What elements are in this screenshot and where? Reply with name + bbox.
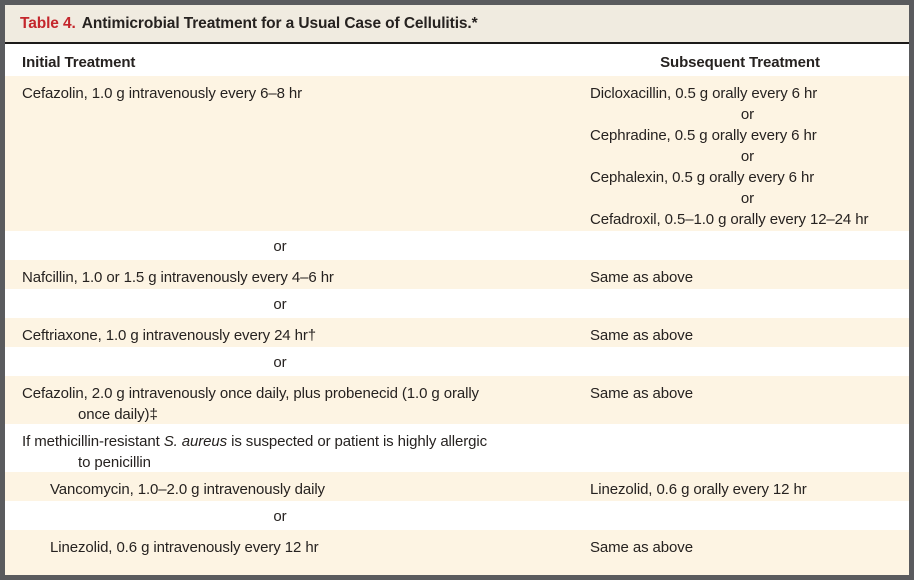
table-title-bar: Table 4. Antimicrobial Treatment for a U… <box>5 5 909 44</box>
treatment-row-linezolid: Linezolid, 0.6 g intravenously every 12 … <box>5 530 909 575</box>
section-heading-line2: to penicillin <box>78 454 151 471</box>
initial-treatment-cell: Ceftriaxone, 1.0 g intravenously every 2… <box>22 327 316 344</box>
subsequent-option: Cephalexin, 0.5 g orally every 6 hr <box>590 169 815 186</box>
or-separator-row: or <box>5 289 909 318</box>
section-heading-row-mrsa: If methicillin-resistant S. aureus is su… <box>5 424 909 472</box>
column-header-subsequent-treatment: Subsequent Treatment <box>660 54 820 71</box>
initial-treatment-cell: Cefazolin, 2.0 g intravenously once dail… <box>5 376 575 425</box>
subsequent-treatment-cell: Same as above <box>590 327 693 344</box>
initial-treatment-cell: Linezolid, 0.6 g intravenously every 12 … <box>50 539 319 556</box>
or-label: or <box>273 354 287 371</box>
subsequent-treatment-cell: Dicloxacillin, 0.5 g orally every 6 hr o… <box>575 76 909 230</box>
or-separator-row: or <box>5 501 909 530</box>
or-separator: or <box>740 190 755 207</box>
section-heading-line1: If methicillin-resistant S. aureus is su… <box>22 431 567 452</box>
or-separator: or <box>740 106 755 123</box>
subsequent-treatment-cell: Same as above <box>590 539 693 556</box>
table-title: Antimicrobial Treatment for a Usual Case… <box>81 14 478 32</box>
heading-species-name: S. aureus <box>163 433 228 450</box>
or-separator-row: or <box>5 231 909 260</box>
subsequent-option: Cephradine, 0.5 g orally every 6 hr <box>590 127 817 144</box>
initial-treatment-cell: Vancomycin, 1.0–2.0 g intravenously dail… <box>50 481 325 498</box>
or-label: or <box>273 238 287 255</box>
initial-treatment-line2: once daily)‡ <box>78 406 158 423</box>
initial-treatment-cell: Cefazolin, 1.0 g intravenously every 6–8… <box>22 85 303 102</box>
initial-treatment-line1: Cefazolin, 2.0 g intravenously once dail… <box>22 385 479 402</box>
subsequent-option: Dicloxacillin, 0.5 g orally every 6 hr <box>590 85 818 102</box>
treatment-row-cefazolin-probenecid: Cefazolin, 2.0 g intravenously once dail… <box>5 376 909 424</box>
empty-cell <box>575 424 909 473</box>
initial-treatment-cell: Nafcillin, 1.0 or 1.5 g intravenously ev… <box>22 269 334 286</box>
column-header-row: Initial Treatment Subsequent Treatment <box>5 44 909 76</box>
table-body: Initial Treatment Subsequent Treatment C… <box>5 44 909 575</box>
or-label: or <box>273 508 287 525</box>
treatment-row-ceftriaxone: Ceftriaxone, 1.0 g intravenously every 2… <box>5 318 909 347</box>
subsequent-treatment-cell: Linezolid, 0.6 g orally every 12 hr <box>590 481 807 498</box>
subsequent-option: Cefadroxil, 0.5–1.0 g orally every 12–24… <box>590 211 869 228</box>
heading-text-prefix: If methicillin-resistant <box>22 433 164 450</box>
heading-text-suffix: is suspected or patient is highly allerg… <box>227 433 488 450</box>
subsequent-treatment-cell: Same as above <box>590 385 693 402</box>
treatment-row-vancomycin: Vancomycin, 1.0–2.0 g intravenously dail… <box>5 472 909 501</box>
or-separator: or <box>740 148 755 165</box>
column-header-initial-treatment: Initial Treatment <box>22 54 136 71</box>
table-number-label: Table 4. <box>20 14 76 32</box>
or-separator-row: or <box>5 347 909 376</box>
treatment-row-cefazolin-iv: Cefazolin, 1.0 g intravenously every 6–8… <box>5 76 909 231</box>
section-heading-cell: If methicillin-resistant S. aureus is su… <box>5 424 575 473</box>
treatment-row-nafcillin: Nafcillin, 1.0 or 1.5 g intravenously ev… <box>5 260 909 289</box>
subsequent-treatment-cell: Same as above <box>590 269 693 286</box>
or-label: or <box>273 296 287 313</box>
